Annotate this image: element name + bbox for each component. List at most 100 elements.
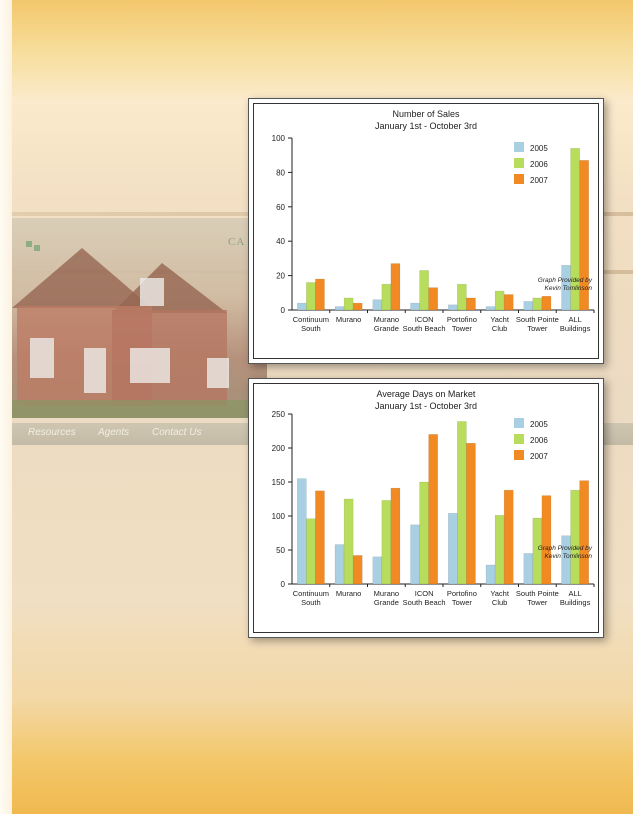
nav-item-contact[interactable]: Contact Us: [152, 427, 202, 438]
x-tick-label: Tower: [527, 598, 548, 607]
annotation-text: Kevin Tomlinson: [545, 285, 593, 292]
x-tick-label: South: [301, 324, 321, 333]
x-tick-label: ALL: [568, 589, 581, 598]
nav-item-resources[interactable]: Resources: [28, 427, 76, 438]
bar-2007: [390, 487, 401, 585]
bar-2005: [334, 306, 345, 311]
x-tick-label: ICON: [415, 589, 434, 598]
annotation-text: Graph Provided by: [538, 277, 593, 284]
legend-label: 2005: [530, 144, 548, 153]
bar-2005: [485, 564, 496, 585]
x-tick-label: Murano: [374, 315, 399, 324]
x-tick-label: Buildings: [560, 324, 591, 333]
bar-2005: [485, 306, 496, 311]
days-chart: Average Days on Market January 1st - Octo…: [272, 389, 595, 607]
sales-chart: Number of Sales January 1st - October 3rd…: [272, 109, 595, 333]
legend-label: 2007: [530, 452, 548, 461]
chart-title: Average Days on Market: [377, 389, 476, 399]
bar-2007: [390, 263, 401, 311]
bar-2005: [523, 553, 534, 585]
legend-swatch-2006: [514, 434, 524, 444]
legend-swatch-2005: [514, 418, 524, 428]
x-tick-label: Portofino: [447, 589, 477, 598]
bar-2007: [503, 294, 514, 311]
x-tick-label: Yacht: [490, 589, 510, 598]
bar-2005: [448, 304, 458, 311]
nav-item-agents[interactable]: Agents: [98, 427, 130, 438]
bar-2005: [372, 299, 383, 311]
bar-2007: [579, 480, 589, 585]
x-tick-label: Grande: [374, 598, 399, 607]
legend-swatch-2007: [514, 450, 524, 460]
x-tick-label: Club: [492, 598, 507, 607]
bar-2007: [428, 434, 438, 585]
bar-2006: [570, 489, 580, 585]
legend-label: 2007: [530, 176, 548, 185]
x-tick-label: Portofino: [447, 315, 477, 324]
x-tick-label: ALL: [568, 315, 581, 324]
y-tick-label: 0: [281, 580, 286, 589]
bar-2005: [448, 513, 458, 585]
legend-swatch-2005: [514, 142, 524, 152]
chart-subtitle: January 1st - October 3rd: [375, 401, 477, 411]
bar-2005: [410, 524, 420, 585]
bar-2006: [457, 421, 467, 585]
y-tick-label: 60: [276, 203, 285, 212]
legend-swatch-2007: [514, 174, 524, 184]
y-tick-label: 200: [272, 444, 286, 453]
bar-2007: [466, 297, 476, 311]
bar-2006: [419, 481, 429, 585]
bar-2005: [372, 556, 383, 585]
y-tick-label: 150: [272, 478, 286, 487]
x-tick-label: South Beach: [403, 598, 446, 607]
chart-subtitle: January 1st - October 3rd: [375, 121, 477, 131]
bar-2006: [306, 518, 316, 585]
y-tick-label: 40: [276, 237, 285, 246]
bar-2006: [494, 515, 505, 585]
x-tick-label: Continuum: [293, 315, 329, 324]
bar-2007: [352, 555, 363, 585]
bar-2006: [381, 500, 392, 585]
legend-label: 2006: [530, 436, 548, 445]
x-tick-label: Club: [492, 324, 507, 333]
y-tick-label: 20: [276, 272, 285, 281]
bar-2007: [315, 490, 325, 585]
bar-2006: [419, 270, 429, 311]
left-margin: [0, 0, 12, 814]
bar-2005: [297, 478, 307, 585]
x-tick-label: Continuum: [293, 589, 329, 598]
bar-2007: [579, 160, 589, 311]
bar-2006: [343, 498, 354, 585]
logo-icon: [26, 240, 42, 252]
bar-2007: [315, 278, 325, 311]
bar-2006: [306, 282, 316, 311]
y-tick-label: 100: [272, 134, 286, 143]
y-tick-label: 100: [272, 512, 286, 521]
x-tick-label: Yacht: [490, 315, 510, 324]
x-tick-label: Tower: [527, 324, 548, 333]
chart-title: Number of Sales: [392, 109, 460, 119]
bar-2005: [297, 302, 307, 311]
x-tick-label: Grande: [374, 324, 399, 333]
logo-text: CA: [228, 236, 246, 248]
bar-2005: [410, 302, 420, 311]
bar-2006: [381, 283, 392, 311]
bar-2005: [523, 301, 534, 311]
x-tick-label: ICON: [415, 315, 434, 324]
bar-2007: [428, 287, 438, 311]
sales-chart-card: Number of Sales January 1st - October 3rd…: [248, 98, 604, 364]
x-tick-label: Murano: [336, 589, 361, 598]
annotation-text: Kevin Tomlinson: [545, 553, 593, 560]
bar-2005: [334, 544, 345, 585]
bar-2006: [343, 297, 354, 311]
x-tick-label: South: [301, 598, 321, 607]
bar-2006: [457, 283, 467, 311]
x-tick-label: Tower: [452, 598, 473, 607]
legend-swatch-2006: [514, 158, 524, 168]
bar-2006: [532, 297, 543, 311]
bar-2006: [494, 290, 505, 311]
legend-label: 2006: [530, 160, 548, 169]
bar-2007: [541, 295, 552, 311]
x-tick-label: Murano: [374, 589, 399, 598]
x-tick-label: South Beach: [403, 324, 446, 333]
